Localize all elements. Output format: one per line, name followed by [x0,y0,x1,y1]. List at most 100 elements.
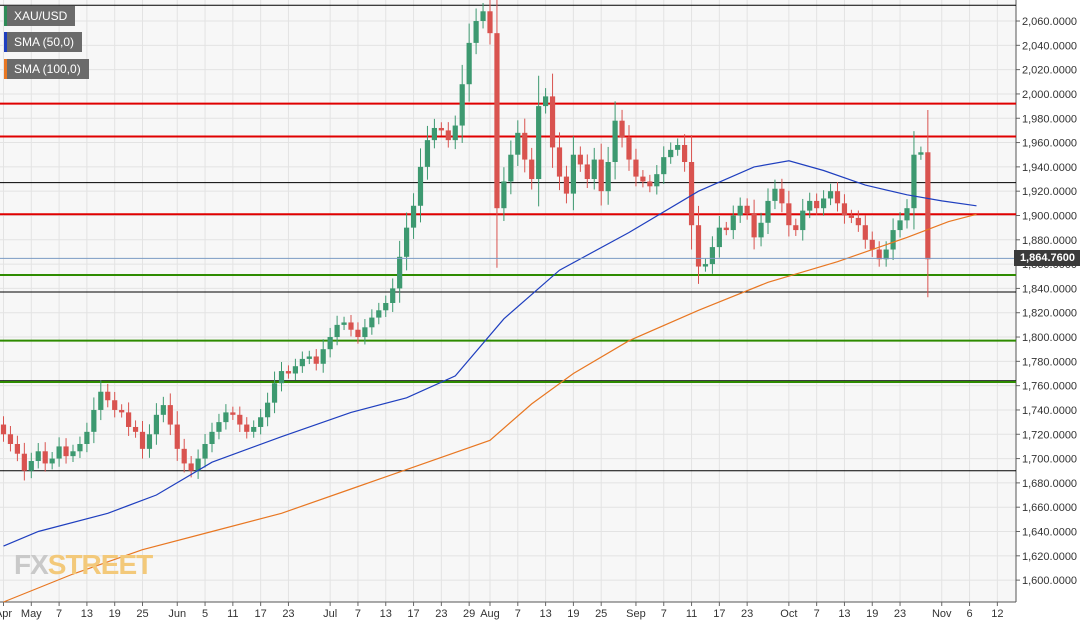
candle-up [591,159,597,180]
candle-up [216,422,222,432]
x-tick-label: 19 [866,608,878,620]
candle-up [195,458,201,471]
candle-up [904,208,910,221]
candle-down [112,400,118,410]
candle-down [174,424,180,449]
candle-up [160,405,166,415]
candle-up [278,371,285,384]
candle-down [522,132,528,160]
x-tick-label: Sep [626,608,646,620]
candle-up [292,366,298,374]
y-tick-label: 1,840.0000 [1022,283,1077,295]
candle-down [139,431,146,449]
y-tick-label: 1,800.0000 [1022,332,1077,344]
candle-up [473,21,479,43]
candle-up [480,11,486,22]
candle-down [244,424,250,432]
candle-down [695,225,702,267]
candle-up [70,451,76,457]
candle-up [56,446,62,459]
candle-up [320,349,326,364]
candle-down [633,159,639,177]
candle-down [834,191,841,204]
candle-up [404,227,410,257]
legend-label-xauusd: XAU/USD [14,9,68,23]
candle-down [647,181,653,187]
x-tick-label: 23 [741,608,753,620]
candle-up [654,174,660,187]
y-tick-label: 1,640.0000 [1022,527,1077,539]
x-tick-label: 25 [136,608,148,620]
candle-up [306,356,312,359]
candle-up [737,205,743,216]
candle-down [0,424,7,435]
candle-up [466,42,472,85]
x-tick-label: 7 [661,608,667,620]
y-tick-label: 1,880.0000 [1022,235,1077,247]
candle-up [202,443,208,459]
y-tick-label: 1,920.0000 [1022,186,1077,198]
candle-up [501,181,507,209]
candle-up [702,264,709,267]
candle-up [800,210,806,231]
candle-down [577,154,583,165]
x-tick-label: 19 [109,608,121,620]
x-tick-label: 12 [991,608,1003,620]
y-tick-label: 2,000.0000 [1022,89,1077,101]
y-tick-label: 1,680.0000 [1022,478,1077,490]
x-tick-label: 19 [567,608,579,620]
x-tick-label: 11 [686,608,697,620]
candle-up [890,230,896,250]
candle-up [536,106,542,180]
candle-down [105,391,111,401]
candle-down [876,249,882,260]
x-tick-label: Jul [323,608,337,620]
candle-down [230,412,236,415]
candle-down [626,137,632,160]
candle-up [223,412,229,423]
candle-up [417,166,424,206]
candle-up [570,154,576,194]
legend-item-sma50[interactable]: SMA (50,0) [4,32,83,52]
candle-down [869,239,875,250]
x-tick-label: 23 [435,608,447,620]
legend-label-sma100: SMA (100,0) [14,62,81,76]
legend-item-sma100[interactable]: SMA (100,0) [4,59,89,79]
candle-up [258,417,264,427]
y-tick-label: 1,700.0000 [1022,454,1077,466]
x-tick-label: Nov [932,608,952,620]
candle-up [918,152,924,155]
candle-up [827,191,834,199]
candle-up [410,205,417,228]
candle-up [765,200,771,223]
candle-down [529,159,535,180]
legend-item-xauusd[interactable]: XAU/USD [4,6,76,26]
candle-up [369,317,375,328]
x-tick-label: 29 [463,608,475,620]
candle-down [688,162,695,226]
y-tick-label: 1,820.0000 [1022,308,1077,320]
x-tick-label: 25 [595,608,607,620]
candle-up [772,188,778,201]
x-tick-label: 17 [255,608,267,620]
candle-down [7,434,14,444]
y-tick-label: 2,060.0000 [1022,16,1077,28]
candle-down [132,426,139,432]
x-tick-label: 5 [202,608,208,620]
legend-swatch-sma50 [4,32,7,52]
y-tick-label: 1,720.0000 [1022,429,1077,441]
y-tick-label: 1,620.0000 [1022,551,1077,563]
candle-down [751,213,757,238]
candle-up [397,256,403,289]
candle-up [91,409,97,432]
candle-down [793,225,799,231]
candle-down [42,451,48,464]
candle-down [744,205,750,214]
candle-down [584,164,590,180]
x-tick-label: 11 [227,608,238,620]
sma-50-line [3,160,977,547]
x-tick-label: 13 [838,608,850,620]
x-tick-label: 17 [713,608,725,620]
